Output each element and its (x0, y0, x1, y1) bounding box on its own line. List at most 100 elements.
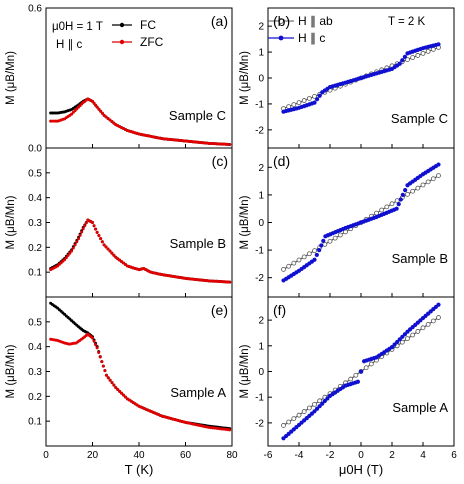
zfc-point (91, 336, 94, 340)
right-panel-ytick-label: 2 (258, 316, 264, 327)
hc-point (389, 344, 395, 350)
zfc-point (122, 393, 125, 397)
zfc-point (101, 364, 105, 368)
hab-point (317, 398, 323, 404)
hab-point (405, 191, 410, 197)
legend-hc-swatch (278, 35, 284, 41)
zfc-point (64, 256, 68, 260)
right-panel-ytick-label: 2 (258, 22, 264, 33)
legend-zfc-label: ZFC (140, 35, 164, 49)
zfc-point (97, 234, 101, 238)
right-panel-ytick-label: 0 (258, 367, 264, 378)
hab-point (420, 50, 426, 56)
panel-label: (a) (211, 13, 228, 29)
zfc-point (99, 237, 103, 241)
hc-point (314, 406, 320, 411)
hab-point (363, 365, 369, 371)
data-marks (49, 18, 441, 441)
zfc-point (103, 369, 107, 373)
hab-point (301, 98, 307, 103)
panel-label: (b) (273, 13, 290, 29)
hc-point (436, 302, 441, 307)
hc-point (317, 404, 322, 409)
x-axis-label-field: μ0H (T) (339, 462, 383, 477)
zfc-point (120, 391, 124, 395)
zfc-point (75, 240, 79, 244)
left-panel-ytick-label: 0.1 (28, 268, 42, 279)
zfc-point (95, 105, 99, 109)
hab-point (415, 53, 421, 58)
zfc-point (95, 346, 99, 350)
hc-point (320, 401, 325, 406)
left-panel-ytick-label: 0.2 (28, 392, 42, 403)
zfc-point (94, 343, 98, 347)
hab-point (405, 336, 410, 342)
hc-point (312, 257, 317, 262)
left-panel-xtick-label: 40 (133, 450, 145, 461)
hab-point (312, 94, 317, 99)
hc-point (402, 54, 408, 59)
hab-point (353, 372, 359, 378)
hab-point (430, 318, 436, 324)
zfc-point (71, 246, 75, 250)
zfc-point (80, 230, 84, 234)
y-axis-label: M (μB/Mn) (239, 344, 251, 398)
hc-point (403, 187, 408, 193)
zfc-point (108, 249, 112, 253)
hab-point (415, 185, 421, 191)
hc-point (397, 337, 402, 342)
hab-point (296, 412, 302, 418)
hc-point (314, 252, 319, 258)
x-axis-label-temperature: T (K) (125, 462, 154, 477)
hc-point (436, 162, 441, 167)
hab-point (399, 339, 405, 345)
hab-point (425, 321, 431, 327)
hab-point (306, 251, 312, 257)
left-panel-ytick-label: 0.3 (28, 218, 42, 229)
hab-point (425, 48, 431, 54)
legend-zfc-swatch (119, 39, 125, 45)
right-panel-xtick-label: 2 (389, 450, 395, 461)
right-panel-ytick-label: 1 (258, 341, 264, 352)
hc-point (402, 332, 408, 337)
zfc-point (110, 251, 114, 255)
hab-point (425, 179, 431, 185)
sample-label: Sample B (170, 236, 226, 251)
hc-point (314, 97, 320, 102)
right-panel-xtick-label: -6 (264, 450, 273, 461)
legend-hab-swatch (278, 18, 284, 24)
right-panel-ytick-label: -2 (255, 418, 264, 429)
hab-point (420, 325, 426, 331)
hab-point (286, 104, 292, 109)
hc-point (322, 398, 327, 404)
zfc-point (106, 247, 110, 251)
hc-point (394, 206, 399, 211)
zfc-point (97, 350, 101, 354)
hc-point (325, 396, 330, 401)
right-panel-ytick-label: -1 (255, 246, 264, 257)
hc-point (312, 409, 317, 414)
zfc-point (100, 360, 104, 364)
sample-label: Sample B (392, 251, 448, 266)
sample-label: Sample A (170, 385, 226, 400)
hc-point (397, 61, 402, 66)
zfc-point (100, 111, 104, 115)
sample-label: Sample A (392, 400, 448, 415)
left-panel-ytick-label: 0.0 (28, 144, 42, 155)
right-panel-xtick-label: 0 (358, 450, 364, 461)
zfc-point (70, 249, 74, 253)
zfc-point (110, 381, 114, 385)
zfc-point (108, 378, 112, 382)
hc-point (400, 192, 405, 198)
right-panel-xtick-label: 6 (451, 450, 457, 461)
sample-label: Sample C (169, 108, 226, 123)
temperature-condition-label: T = 2 K (388, 16, 426, 28)
hab-point (291, 260, 297, 266)
zfc-point (102, 243, 106, 247)
hab-point (312, 248, 317, 254)
hab-point (327, 238, 333, 244)
left-panel-xtick-label: 60 (180, 450, 192, 461)
zfc-point (228, 280, 232, 284)
panel-frames (45, 7, 455, 447)
